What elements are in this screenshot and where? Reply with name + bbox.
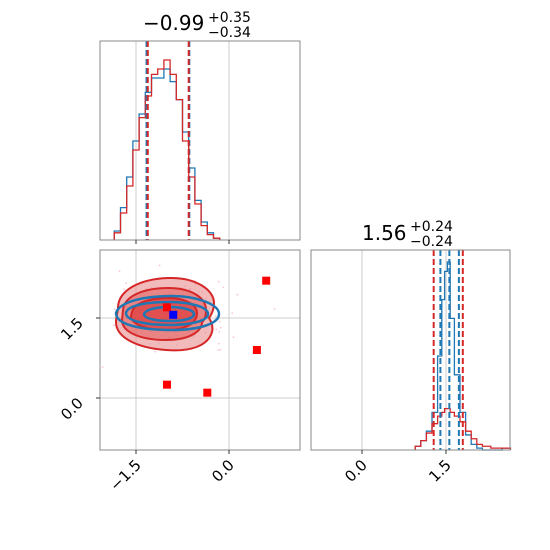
hist-x0-frame xyxy=(99,40,301,241)
2d-ytick-label-2: 0.0 xyxy=(57,394,87,424)
2d-ytick-label-1: 1.5 xyxy=(57,314,87,344)
sample-dot xyxy=(273,308,276,310)
hist-x1-title-plus: +0.24 xyxy=(410,219,453,235)
2d-frame xyxy=(99,249,301,451)
hist-x0-histograms xyxy=(113,59,221,240)
hist-x1-xtick-label-2: 1.5 xyxy=(425,456,455,486)
hist-x0-red-step xyxy=(113,59,221,240)
sample-dot xyxy=(222,286,225,289)
sample-dot xyxy=(231,312,234,314)
red-square-markers xyxy=(163,276,271,397)
2d-xtick-label-2: 0.0 xyxy=(208,456,238,486)
hist-x0-quantile-lines xyxy=(145,41,191,240)
sample-dot xyxy=(217,280,220,283)
2d-xtick-label-1: −1.5 xyxy=(106,456,144,494)
blue-square-marker xyxy=(169,310,178,319)
blue-contour-middle xyxy=(124,300,210,327)
panel-hist-x0 xyxy=(99,40,301,244)
red-marker-4 xyxy=(163,303,171,312)
sample-dot xyxy=(232,336,235,339)
hist-x1-quantile-lines xyxy=(432,250,464,450)
blue-contour-inner xyxy=(142,305,196,323)
sample-dot xyxy=(218,331,221,333)
sample-dot xyxy=(219,348,222,351)
sample-dot xyxy=(123,288,125,291)
sample-dot xyxy=(219,326,222,329)
sample-dot xyxy=(217,349,220,352)
sample-dot xyxy=(236,293,239,296)
sample-dot xyxy=(154,350,157,353)
red-marker-3 xyxy=(203,388,212,397)
hist-x0-title-median: −0.99 xyxy=(143,11,204,35)
hist-x1-red-step xyxy=(414,407,512,450)
sample-dot xyxy=(215,315,217,318)
red-marker-1 xyxy=(252,346,261,354)
red-marker-2 xyxy=(163,380,171,389)
sample-dot xyxy=(217,342,220,345)
hist-x1-frame xyxy=(310,249,511,451)
sample-dot xyxy=(118,270,121,273)
hist-x1-title-median: 1.56 xyxy=(362,221,407,245)
sample-dot xyxy=(125,282,128,285)
hist-x1-title-minus: −0.24 xyxy=(410,234,453,250)
sample-dot xyxy=(113,308,116,311)
sample-dot xyxy=(113,324,115,327)
hist-x1-xtick-label-1: 0.0 xyxy=(341,456,371,486)
panel-2d xyxy=(96,249,301,454)
red-marker-0 xyxy=(262,276,271,285)
hist-x0-title-plus: +0.35 xyxy=(208,10,251,26)
panel-hist-x1 xyxy=(310,249,512,454)
blue-contour-outer xyxy=(114,294,221,332)
sample-dot xyxy=(101,366,104,368)
sample-dot xyxy=(215,328,218,331)
hist-x0-title-minus: −0.34 xyxy=(208,25,251,41)
hist-x0-blue-step xyxy=(113,68,221,240)
sample-dot xyxy=(158,264,161,267)
sample-dot xyxy=(219,320,221,323)
